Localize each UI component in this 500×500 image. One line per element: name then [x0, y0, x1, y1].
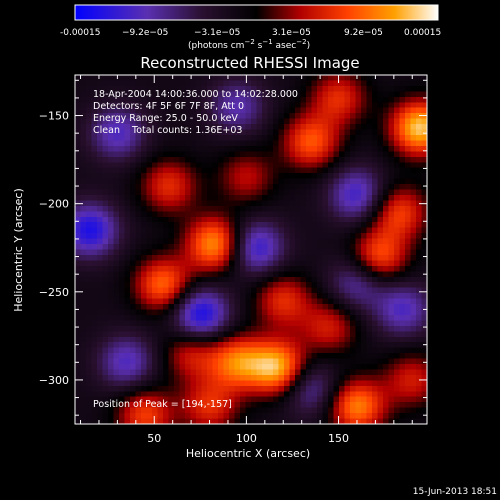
colorbar-unit-part: (photons cm [188, 41, 244, 51]
peak-position-label: Position of Peak = [194,-157] [93, 399, 232, 410]
colorbar-unit-part: ) [307, 41, 311, 51]
axes: 50 100 150 −150 −200 −250 −300 [39, 75, 427, 445]
y-tick-label: −150 [39, 110, 69, 123]
colorbar-tick: 3.1e−05 [272, 28, 311, 38]
y-axis-label: Heliocentric Y (arcsec) [12, 188, 25, 312]
colorbar-unit-part: asec [273, 41, 297, 51]
colorbar-tick: 0.00015 [404, 28, 441, 38]
colorbar-unit-part: s [255, 41, 263, 51]
annotation-line: 18-Apr-2004 14:00:36.000 to 14:02:28.000 [93, 89, 298, 100]
x-tick-label: 100 [236, 432, 257, 445]
annotation-line: Detectors: 4F 5F 6F 7F 8F, Att 0 [93, 101, 244, 112]
colorbar-tick: 9.2e−05 [344, 28, 383, 38]
x-tick-label: 50 [147, 432, 161, 445]
y-tick-label: −250 [39, 286, 69, 299]
colorbar-tick: −3.1e−05 [194, 28, 240, 38]
annotation-line: Clean Total counts: 1.36E+03 [93, 125, 242, 136]
footer-date: 15-Jun-2013 18:51 [413, 487, 497, 497]
colorbar [74, 4, 439, 21]
chart-title: Reconstructed RHESSI Image [140, 54, 359, 72]
colorbar-unit-sup: −1 [262, 38, 272, 46]
colorbar-unit-sup: −2 [244, 38, 254, 46]
y-tick-label: −300 [39, 374, 69, 387]
x-tick-label: 150 [328, 432, 349, 445]
colorbar-tick: −9.2e−05 [122, 28, 168, 38]
plot-frame [74, 74, 428, 425]
colorbar-unit: (photons cm−2 s−1 asec−2) [188, 38, 310, 51]
y-tick-label: −200 [39, 198, 69, 211]
colorbar-unit-sup: −2 [296, 38, 306, 46]
colorbar-ticks: -0.00015 −9.2e−05 −3.1e−05 3.1e−05 9.2e−… [60, 28, 441, 38]
annotation-line: Energy Range: 25.0 - 50.0 keV [93, 113, 238, 124]
heatmap-image [75, 75, 427, 424]
colorbar-tick: -0.00015 [60, 28, 100, 38]
annotation-block: 18-Apr-2004 14:00:36.000 to 14:02:28.000… [93, 89, 298, 136]
x-axis-label: Heliocentric X (arcsec) [186, 447, 310, 460]
